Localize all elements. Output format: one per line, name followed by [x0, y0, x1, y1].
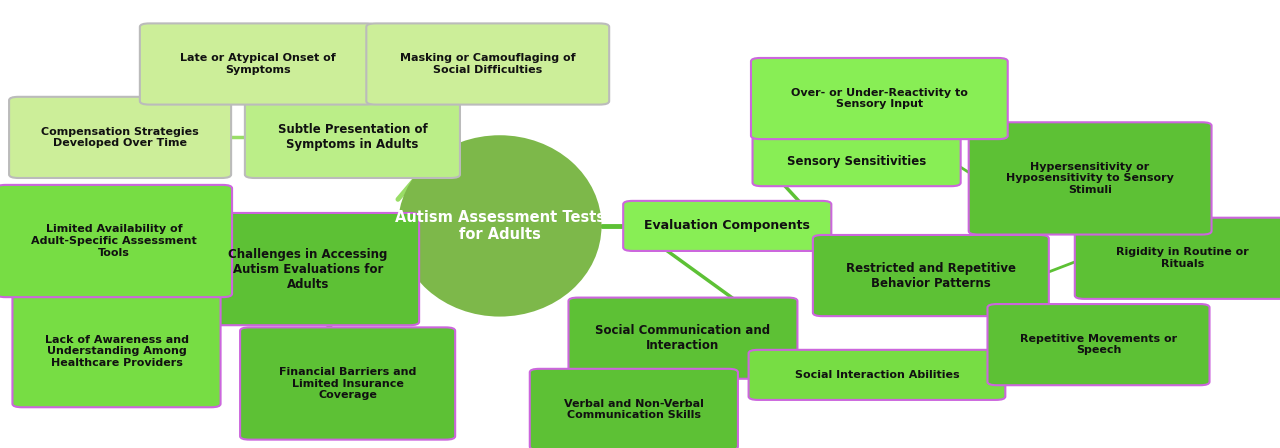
- Text: Autism Assessment Tests
for Adults: Autism Assessment Tests for Adults: [394, 210, 604, 242]
- Text: Social Communication and
Interaction: Social Communication and Interaction: [595, 324, 771, 352]
- Ellipse shape: [398, 135, 602, 317]
- Text: Rigidity in Routine or
Rituals: Rigidity in Routine or Rituals: [1116, 247, 1249, 269]
- Text: Compensation Strategies
Developed Over Time: Compensation Strategies Developed Over T…: [41, 127, 198, 148]
- FancyBboxPatch shape: [749, 350, 1005, 400]
- FancyBboxPatch shape: [1075, 218, 1280, 299]
- Text: Masking or Camouflaging of
Social Difficulties: Masking or Camouflaging of Social Diffic…: [399, 53, 576, 75]
- Text: Late or Atypical Onset of
Symptoms: Late or Atypical Onset of Symptoms: [180, 53, 335, 75]
- Text: Challenges in Accessing
Autism Evaluations for
Adults: Challenges in Accessing Autism Evaluatio…: [228, 248, 388, 291]
- Text: Limited Availability of
Adult-Specific Assessment
Tools: Limited Availability of Adult-Specific A…: [31, 224, 197, 258]
- FancyBboxPatch shape: [13, 295, 220, 407]
- FancyBboxPatch shape: [366, 23, 609, 104]
- FancyBboxPatch shape: [568, 297, 797, 379]
- FancyBboxPatch shape: [987, 304, 1210, 385]
- Text: Verbal and Non-Verbal
Communication Skills: Verbal and Non-Verbal Communication Skil…: [564, 399, 704, 420]
- FancyBboxPatch shape: [244, 97, 460, 178]
- FancyBboxPatch shape: [753, 136, 961, 186]
- Text: Restricted and Repetitive
Behavior Patterns: Restricted and Repetitive Behavior Patte…: [846, 262, 1016, 289]
- FancyBboxPatch shape: [813, 235, 1048, 316]
- FancyBboxPatch shape: [9, 97, 232, 178]
- FancyBboxPatch shape: [0, 185, 232, 297]
- FancyBboxPatch shape: [751, 58, 1007, 139]
- Text: Social Interaction Abilities: Social Interaction Abilities: [795, 370, 959, 380]
- Text: Evaluation Components: Evaluation Components: [644, 220, 810, 233]
- Text: Subtle Presentation of
Symptoms in Adults: Subtle Presentation of Symptoms in Adult…: [278, 123, 428, 151]
- Text: Over- or Under-Reactivity to
Sensory Input: Over- or Under-Reactivity to Sensory Inp…: [791, 88, 968, 109]
- Text: Financial Barriers and
Limited Insurance
Coverage: Financial Barriers and Limited Insurance…: [279, 367, 416, 400]
- Text: Lack of Awareness and
Understanding Among
Healthcare Providers: Lack of Awareness and Understanding Amon…: [45, 335, 188, 368]
- FancyBboxPatch shape: [241, 327, 456, 439]
- FancyBboxPatch shape: [623, 201, 831, 251]
- Text: Hypersensitivity or
Hyposensitivity to Sensory
Stimuli: Hypersensitivity or Hyposensitivity to S…: [1006, 162, 1174, 195]
- FancyBboxPatch shape: [140, 23, 376, 104]
- Text: Sensory Sensitivities: Sensory Sensitivities: [787, 155, 927, 168]
- FancyBboxPatch shape: [969, 122, 1212, 235]
- FancyBboxPatch shape: [530, 369, 737, 448]
- Text: Repetitive Movements or
Speech: Repetitive Movements or Speech: [1020, 334, 1178, 355]
- FancyBboxPatch shape: [197, 213, 419, 325]
